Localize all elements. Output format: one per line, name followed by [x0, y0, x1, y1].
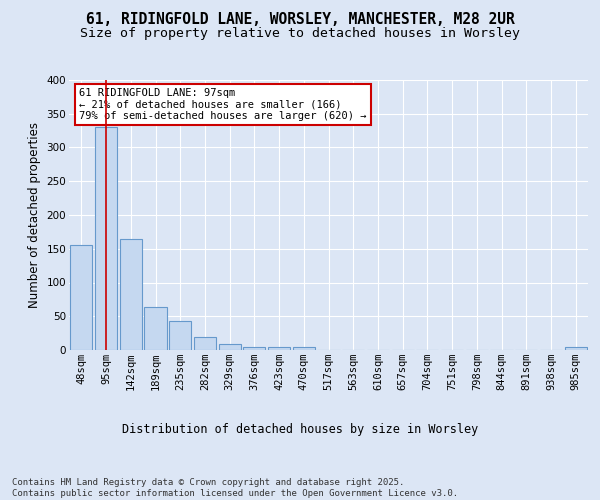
Bar: [565, 348, 587, 350]
Bar: [169, 321, 191, 350]
Bar: [218, 344, 241, 350]
Bar: [243, 346, 265, 350]
Bar: [145, 308, 167, 350]
Bar: [119, 238, 142, 350]
Text: 61 RIDINGFOLD LANE: 97sqm
← 21% of detached houses are smaller (166)
79% of semi: 61 RIDINGFOLD LANE: 97sqm ← 21% of detac…: [79, 88, 367, 122]
Text: 61, RIDINGFOLD LANE, WORSLEY, MANCHESTER, M28 2UR: 61, RIDINGFOLD LANE, WORSLEY, MANCHESTER…: [86, 12, 514, 28]
Text: Distribution of detached houses by size in Worsley: Distribution of detached houses by size …: [122, 422, 478, 436]
Bar: [95, 127, 117, 350]
Text: Size of property relative to detached houses in Worsley: Size of property relative to detached ho…: [80, 28, 520, 40]
Text: Contains HM Land Registry data © Crown copyright and database right 2025.
Contai: Contains HM Land Registry data © Crown c…: [12, 478, 458, 498]
Bar: [70, 246, 92, 350]
Bar: [194, 336, 216, 350]
Bar: [268, 348, 290, 350]
Bar: [293, 346, 315, 350]
Y-axis label: Number of detached properties: Number of detached properties: [28, 122, 41, 308]
